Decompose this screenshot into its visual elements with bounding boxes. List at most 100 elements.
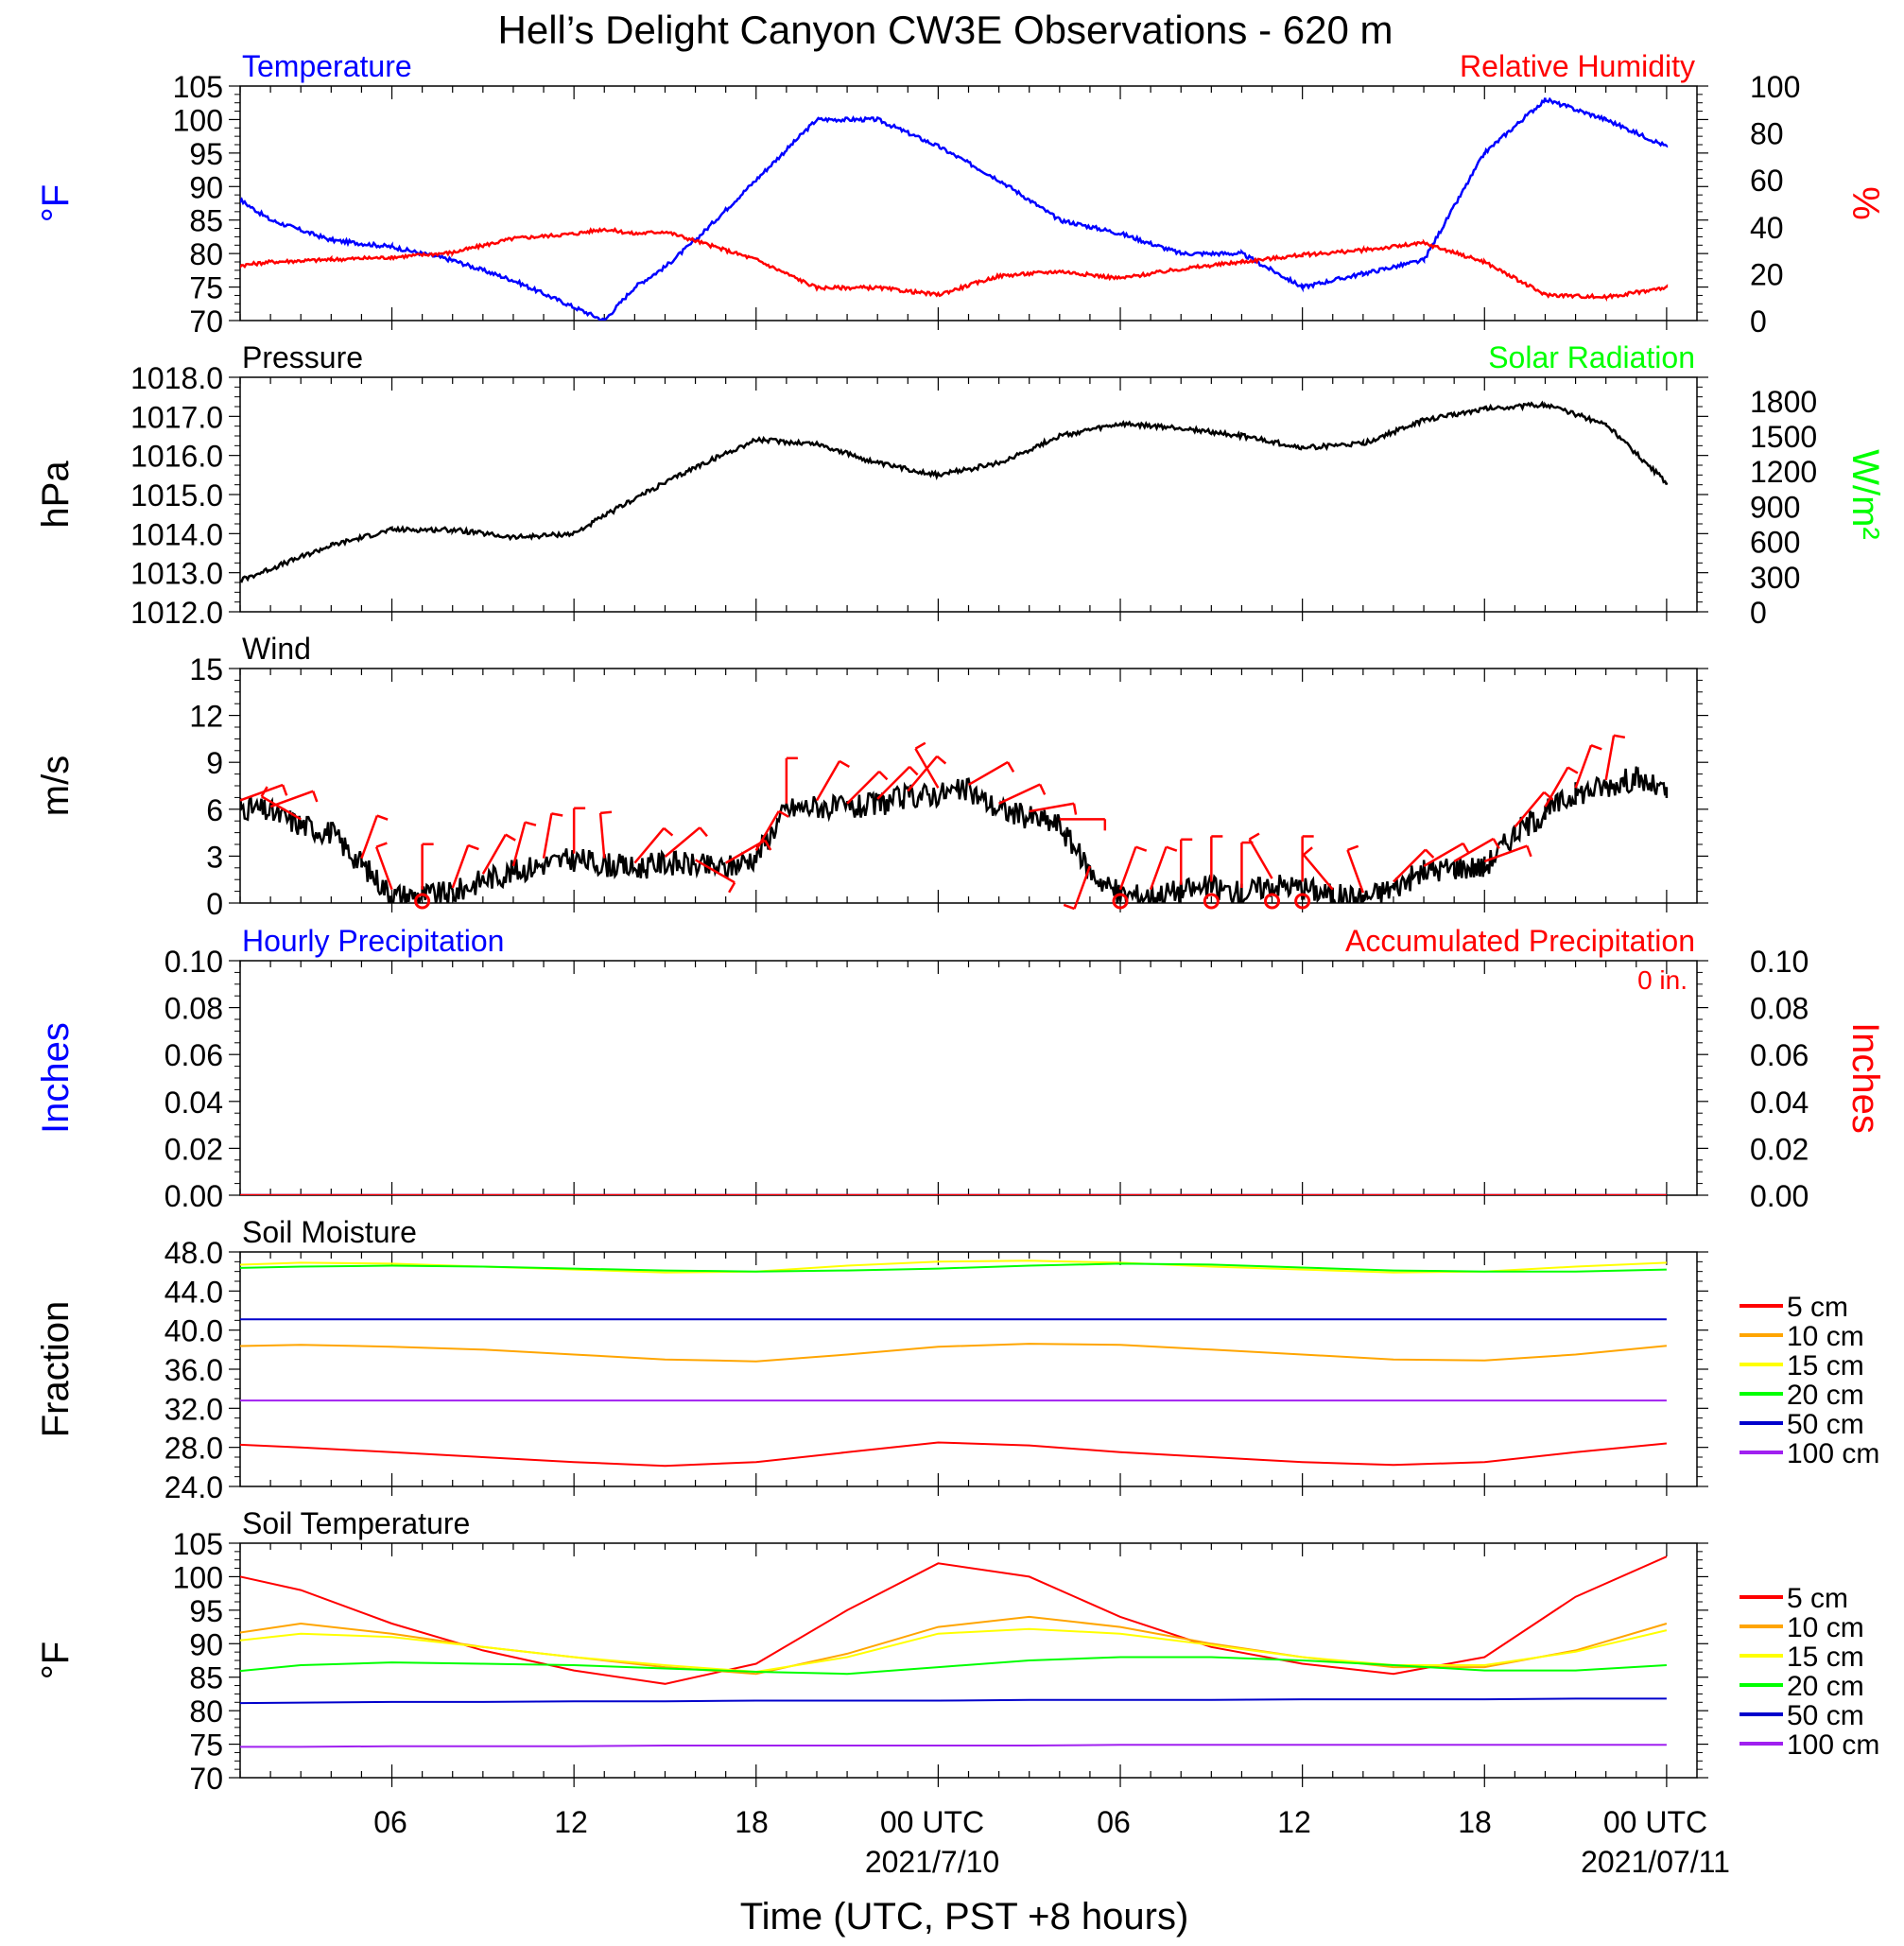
wind-barb (451, 844, 470, 889)
legend-label: 50 cm (1787, 1700, 1864, 1731)
wind-barb (1118, 846, 1137, 891)
y-tick-label-left: 85 (189, 204, 223, 238)
accumulated-total: 0 in. (1637, 965, 1688, 995)
wind-barb-flag (909, 766, 919, 776)
y-tick-label-left: 0.08 (164, 992, 223, 1026)
legend-label: 10 cm (1787, 1321, 1864, 1352)
y-axis-title-left: °F (35, 1642, 77, 1679)
panel-title-left: Soil Temperature (242, 1506, 470, 1540)
calm-wind-circle (1294, 893, 1311, 910)
legend-label: 100 cm (1787, 1729, 1879, 1761)
panel-title-left: Hourly Precipitation (242, 924, 504, 958)
wind-barb-flag (1566, 766, 1579, 774)
x-tick-label: 06 (373, 1805, 407, 1839)
y-tick-label-left: 85 (189, 1661, 223, 1695)
wind-barb-flag (1347, 844, 1359, 852)
wind-barb-flag (376, 814, 389, 821)
y-tick-label-right: 100 (1750, 70, 1800, 104)
y-tick-label-left: 1014.0 (130, 517, 223, 551)
x-tick-label: 12 (554, 1805, 588, 1839)
y-tick-label-left: 1015.0 (130, 478, 223, 513)
wind-barb-flag (375, 842, 388, 848)
y-tick-label-left: 70 (189, 304, 223, 339)
y-axis-title-left: hPa (35, 460, 77, 529)
y-tick-label-right: 300 (1750, 561, 1800, 595)
wind-barb-flag (728, 881, 736, 894)
y-tick-label-left: 105 (173, 70, 223, 104)
wind-barb-flag (1492, 838, 1500, 849)
series-line-5-cm (240, 1441, 1667, 1468)
panel-precip: 0.10 0.08 0.06 0.04 0.02 0.00 0.10 0.08 0.06 0.04… (35, 924, 1886, 1213)
wind-barb (633, 827, 666, 864)
wind-barb (481, 834, 507, 875)
y-tick-label-right: 1800 (1750, 385, 1817, 419)
y-tick-label-left: 1013.0 (130, 557, 223, 591)
y-tick-label-left: 1018.0 (130, 361, 223, 395)
y-tick-label-left: 100 (173, 1560, 223, 1594)
y-tick-label-right: 1200 (1750, 455, 1817, 489)
wind-barb (511, 822, 527, 867)
wind-barb (1393, 848, 1427, 883)
wind-barb (1248, 838, 1273, 879)
calm-wind-circle (1264, 893, 1281, 910)
y-tick-label-left: 40.0 (164, 1314, 223, 1348)
panel-title-left: Wind (242, 632, 311, 666)
chart-title: Hell’s Delight Canyon CW3E Observations … (498, 8, 1393, 52)
wind-barb (1544, 766, 1569, 808)
panel-title-right: Solar Radiation (1488, 340, 1695, 374)
y-tick-label-left: 75 (189, 271, 223, 305)
y-tick-label-left: 32.0 (164, 1392, 223, 1426)
y-axis-title-left: °F (35, 184, 77, 222)
y-tick-label-right: 0 (1750, 596, 1767, 630)
x-tick-label: 18 (735, 1805, 769, 1839)
wind-barb (815, 760, 841, 802)
wind-barb-flag (281, 784, 288, 796)
wind-barb-flag (551, 812, 563, 817)
wind-barb (1574, 744, 1593, 789)
series-group (240, 1555, 1668, 1748)
wind-barb (876, 766, 911, 800)
panel-temp-rh: 105100959085807570100806040200Temperatur… (35, 49, 1886, 339)
wind-barb-flag (1063, 903, 1075, 911)
y-tick-label-left: 90 (189, 170, 223, 204)
calm-wind-circle (1112, 893, 1129, 910)
wind-barb (1302, 854, 1334, 891)
y-tick-label-left: 48.0 (164, 1236, 223, 1270)
y-tick-label-left: 75 (189, 1729, 223, 1763)
wind-barb-flag (1006, 761, 1015, 773)
y-axis-title-right: % (1844, 186, 1886, 220)
y-tick-label-right: 60 (1750, 164, 1784, 198)
wind-barb-flag (1135, 845, 1148, 852)
wind-barb-flag (936, 755, 947, 765)
calm-wind-circle (414, 893, 431, 910)
x-date-label: 2021/07/11 (1581, 1845, 1730, 1879)
series-group (240, 400, 1669, 583)
x-axis-title: Time (UTC, PST +8 hours) (740, 1896, 1189, 1937)
wind-barb (914, 748, 940, 789)
y-tick-label-right: 80 (1750, 117, 1784, 151)
y-tick-label-left: 0.04 (164, 1086, 223, 1120)
y-tick-label-left: 95 (189, 137, 223, 171)
wind-barb-flag (1303, 846, 1313, 856)
y-tick-label-right: 40 (1750, 211, 1784, 245)
wind-barb (542, 813, 553, 859)
y-tick-label-left: 90 (189, 1627, 223, 1661)
series-group (240, 1260, 1667, 1468)
wind-barb-flag (1166, 845, 1178, 852)
panel-wind: 15 12 9 6 3 0 Wind m/s (35, 632, 1708, 921)
wind-barb-flag (505, 833, 516, 842)
wind-barb (907, 755, 939, 792)
wind-barb-flag (1038, 783, 1047, 795)
legend-label: 100 cm (1787, 1438, 1879, 1469)
y-tick-label-left: 6 (206, 793, 223, 827)
wind-barbs (239, 734, 1626, 911)
y-tick-label-left: 44.0 (164, 1275, 223, 1309)
y-axis-title-left: Inches (35, 1022, 77, 1134)
y-tick-label-right: 20 (1750, 257, 1784, 291)
calm-wind-circle (1203, 893, 1220, 910)
x-tick-label: 06 (1097, 1805, 1131, 1839)
y-axis-title-left: m/s (35, 756, 77, 816)
series-line-10-cm (240, 1343, 1667, 1363)
